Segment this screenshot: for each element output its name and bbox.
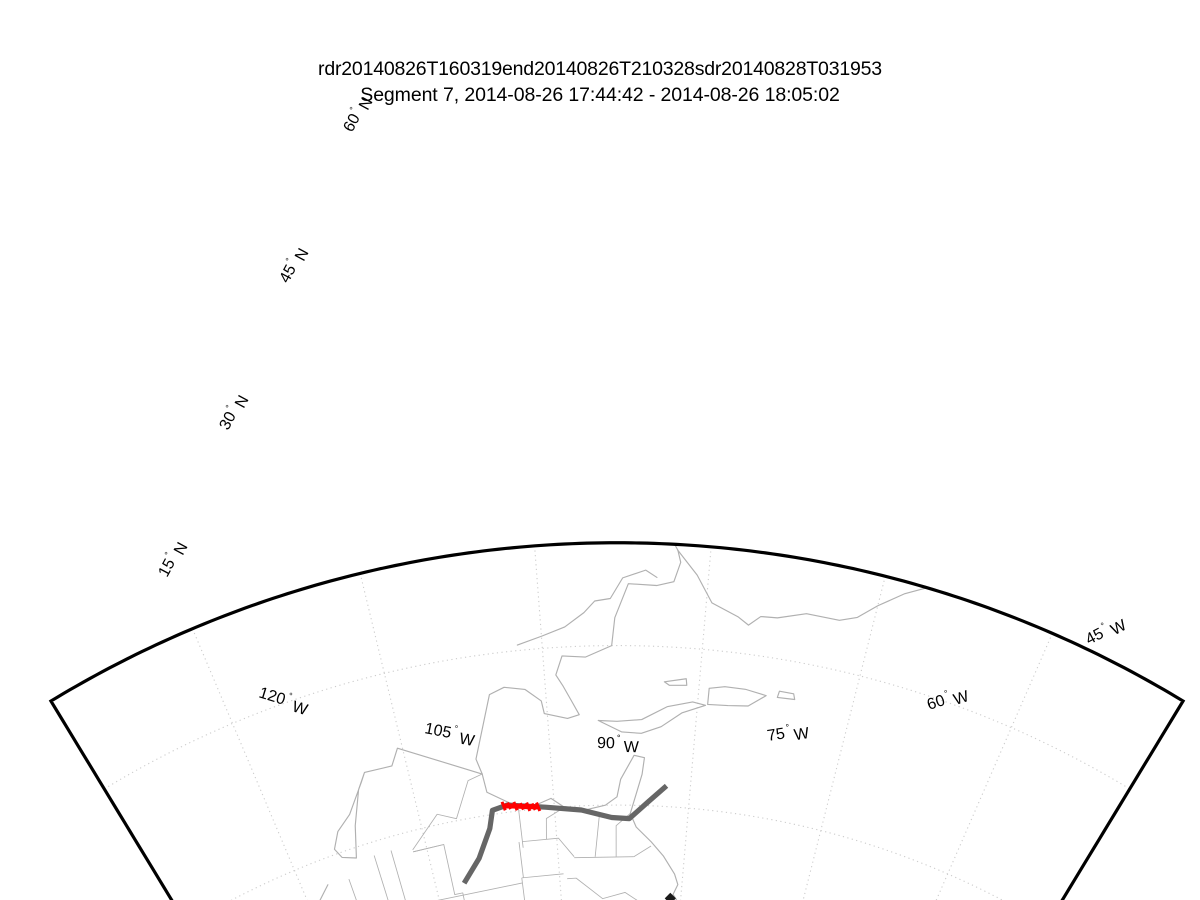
svg-text:W: W xyxy=(793,725,811,744)
axis-label-lon-60w: 60° W xyxy=(925,688,972,714)
graticule-layer xyxy=(103,545,1131,900)
map-border-layer xyxy=(48,541,1186,900)
axis-label-lon-90w: 90 °W xyxy=(597,733,640,756)
svg-text:W: W xyxy=(624,739,640,756)
svg-text:60: 60 xyxy=(925,692,947,714)
svg-text:N: N xyxy=(171,540,191,558)
svg-text:45: 45 xyxy=(277,262,300,286)
svg-text:W: W xyxy=(951,688,971,709)
svg-text:75: 75 xyxy=(766,725,786,745)
svg-text:15: 15 xyxy=(156,556,179,580)
axis-label-lat-45n: 45°N xyxy=(277,246,313,286)
svg-text:°: ° xyxy=(163,550,174,558)
svg-text:°: ° xyxy=(1099,620,1107,631)
axis-label-lon-105w: 105 °W xyxy=(423,720,477,751)
svg-text:°: ° xyxy=(287,691,294,702)
svg-text:60: 60 xyxy=(341,111,364,135)
svg-text:°: ° xyxy=(943,688,950,699)
svg-text:°: ° xyxy=(785,722,791,733)
axis-label-lat-30n: 30°N xyxy=(217,393,253,433)
svg-text:30: 30 xyxy=(217,409,240,433)
svg-text:W: W xyxy=(458,731,477,751)
coastline-layer xyxy=(221,542,1044,900)
ground-track-layer xyxy=(461,783,669,885)
svg-text:120: 120 xyxy=(257,685,288,709)
svg-text:°: ° xyxy=(284,256,295,264)
axis-label-lat-15n: 15°N xyxy=(156,540,192,580)
svg-text:90: 90 xyxy=(597,735,615,752)
svg-text:45: 45 xyxy=(1083,625,1107,648)
svg-text:N: N xyxy=(356,95,376,113)
svg-text:W: W xyxy=(1108,617,1130,640)
svg-text:°: ° xyxy=(348,105,359,113)
svg-text:°: ° xyxy=(453,723,459,734)
svg-text:N: N xyxy=(292,246,312,264)
svg-text:°: ° xyxy=(617,733,621,743)
svg-text:105: 105 xyxy=(423,720,453,742)
station-marker-layer xyxy=(664,892,676,900)
axis-label-lat-60n: 60°N xyxy=(341,95,377,135)
svg-text:°: ° xyxy=(224,403,235,411)
axis-label-lon-45w: 45° W xyxy=(1083,617,1130,649)
svg-text:N: N xyxy=(232,393,252,411)
highlight-segment-layer xyxy=(500,801,542,812)
axis-label-lon-120w: 120 °W xyxy=(257,685,310,720)
svg-text:W: W xyxy=(290,698,310,719)
axis-label-lon-75w: 75° W xyxy=(766,722,811,745)
